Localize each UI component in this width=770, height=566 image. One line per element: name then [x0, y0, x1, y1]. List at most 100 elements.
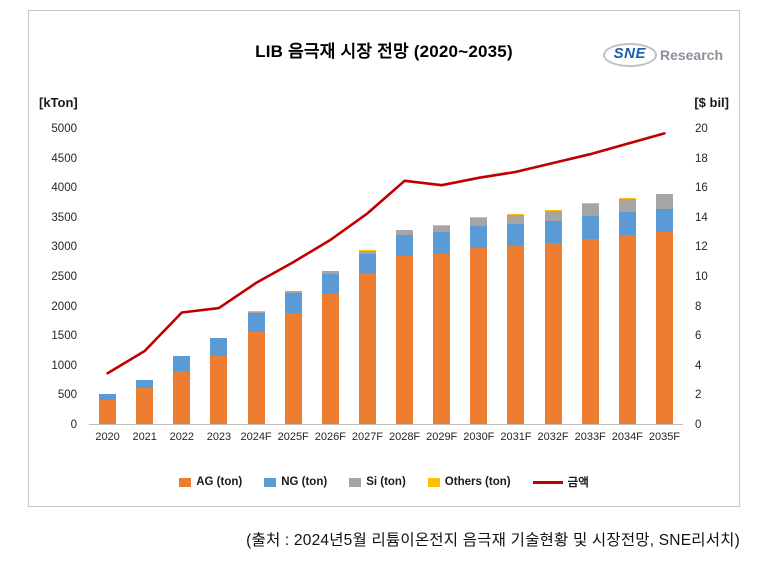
bar-2030F: [470, 217, 488, 424]
right-axis-unit: [$ bil]: [694, 95, 729, 110]
x-tick-label: 2022: [169, 431, 195, 443]
legend-item-ag: AG (ton): [179, 476, 242, 488]
bar-2023: [210, 338, 228, 424]
left-tick-label: 2500: [51, 271, 77, 283]
bar-segment-si: [433, 225, 451, 232]
bar-segment-others: [433, 225, 451, 226]
legend-label: AG (ton): [196, 476, 243, 488]
logo-sne-text: SNE: [613, 45, 646, 62]
bar-2033F: [581, 203, 599, 424]
bar-2027F: [358, 250, 376, 424]
x-tick-label: 2033F: [574, 431, 606, 443]
left-tick-label: 4500: [51, 152, 77, 165]
right-tick-label: 8: [695, 300, 702, 313]
right-tick-label: 14: [695, 211, 708, 224]
bar-segment-si: [396, 229, 414, 235]
bar-2022: [173, 355, 191, 424]
legend-line-swatch: [532, 480, 563, 484]
bar-segment-ng: [433, 231, 451, 255]
bar-segment-ag: [173, 370, 191, 424]
legend-item-si: Si (ton): [349, 476, 406, 488]
bar-segment-si: [581, 203, 599, 216]
x-tick-label: 2024F: [240, 431, 272, 443]
left-axis-ticks: 0 500 1000 1500 2000 2500 3000 3500 4000 4500 5000: [37, 123, 83, 431]
amount-line-chart: [106, 132, 666, 375]
bar-2028F: [396, 229, 414, 424]
bar-segment-ng: [210, 338, 228, 356]
bar-segment-ag: [618, 234, 636, 424]
x-tick-label: 2028F: [388, 431, 421, 443]
legend-swatch: [179, 477, 192, 487]
bar-segment-ng: [99, 394, 117, 401]
legend-label: Si (ton): [366, 476, 406, 488]
left-tick-label: 1500: [51, 330, 77, 343]
legend-item-ng: NG (ton): [264, 476, 327, 488]
bar-2031F: [507, 214, 525, 424]
x-tick-label: 2035F: [648, 431, 681, 443]
bar-2029F: [433, 225, 451, 424]
bar-segment-ag: [358, 273, 376, 424]
legend-swatch: [264, 477, 277, 487]
right-tick-label: 18: [695, 152, 708, 165]
bar-segment-ag: [99, 400, 117, 424]
left-tick-label: 500: [57, 389, 77, 402]
bar-segment-ng: [321, 274, 339, 294]
x-tick-label: 2029F: [426, 431, 458, 443]
bar-segment-others: [544, 210, 562, 211]
x-tick-label: 2030F: [463, 431, 495, 443]
x-tick-label: 2023: [206, 431, 232, 443]
bar-segment-ng: [470, 225, 488, 249]
bar-segment-others: [507, 214, 525, 216]
left-tick-label: 3500: [51, 211, 77, 224]
legend-label: 금액: [567, 477, 589, 489]
bar-segment-ng: [396, 234, 414, 257]
x-tick-label: 2027F: [351, 431, 384, 443]
x-tick-label: 2032F: [537, 431, 569, 443]
bar-segment-ng: [655, 208, 673, 232]
bar-2026F: [321, 271, 339, 424]
right-tick-label: 10: [695, 271, 708, 283]
legend-label: NG (ton): [281, 476, 328, 488]
x-axis-labels: 2020 2021 2022 2023 2024F 2025F 2026F 2027F 2028…: [89, 431, 683, 447]
right-tick-label: 2: [695, 389, 702, 402]
right-tick-label: 20: [695, 123, 708, 135]
source-caption: (출처 : 2024년5월 리튬이온전지 음극재 기술현황 및 시장전망, SN…: [246, 532, 740, 549]
bar-2035F: [655, 193, 673, 424]
legend-item-others: Others (ton): [427, 476, 511, 488]
x-tick-label: 2034F: [611, 431, 643, 443]
x-tick-label: 2021: [132, 431, 157, 443]
logo-research-text: Research: [659, 47, 723, 63]
left-tick-label: 5000: [51, 123, 77, 135]
bar-segment-ag: [581, 238, 599, 424]
right-tick-label: 0: [695, 419, 702, 431]
bar-segment-ag: [136, 388, 154, 424]
bar-segment-ng: [173, 355, 191, 371]
left-tick-label: 3000: [51, 241, 77, 254]
bar-segment-ag: [321, 293, 339, 424]
bar-segment-others: [655, 193, 673, 195]
left-tick-label: 2000: [51, 300, 77, 313]
bar-segment-si: [321, 271, 339, 275]
right-axis-ticks: 0 2 4 6 8 10 12 14 16 18 20: [689, 123, 729, 431]
bar-segment-others: [618, 198, 636, 200]
bar-segment-ng: [358, 254, 376, 274]
bar-segment-ag: [396, 256, 414, 424]
chart-container: LIB 음극재 시장 전망 (2020~2035) SNE Research […: [28, 10, 740, 507]
bar-segment-ng: [544, 220, 562, 244]
bar-2021: [136, 379, 154, 424]
chart-title: LIB 음극재 시장 전망 (2020~2035): [255, 42, 513, 61]
left-tick-label: 1000: [51, 359, 77, 372]
logo-swoosh-ellipse: SNE: [602, 43, 657, 67]
bar-2020: [99, 394, 117, 424]
amount-line: [106, 132, 666, 375]
bar-segment-ag: [507, 246, 525, 424]
x-tick-label: 2025F: [277, 431, 309, 443]
legend-label: Others (ton): [444, 476, 511, 488]
bar-segment-ag: [433, 254, 451, 424]
bar-segment-ag: [210, 355, 228, 424]
right-tick-label: 16: [695, 182, 708, 195]
bar-segment-ag: [470, 248, 488, 424]
bar-2024F: [247, 311, 265, 424]
legend-item-amount: 금액: [532, 474, 589, 490]
